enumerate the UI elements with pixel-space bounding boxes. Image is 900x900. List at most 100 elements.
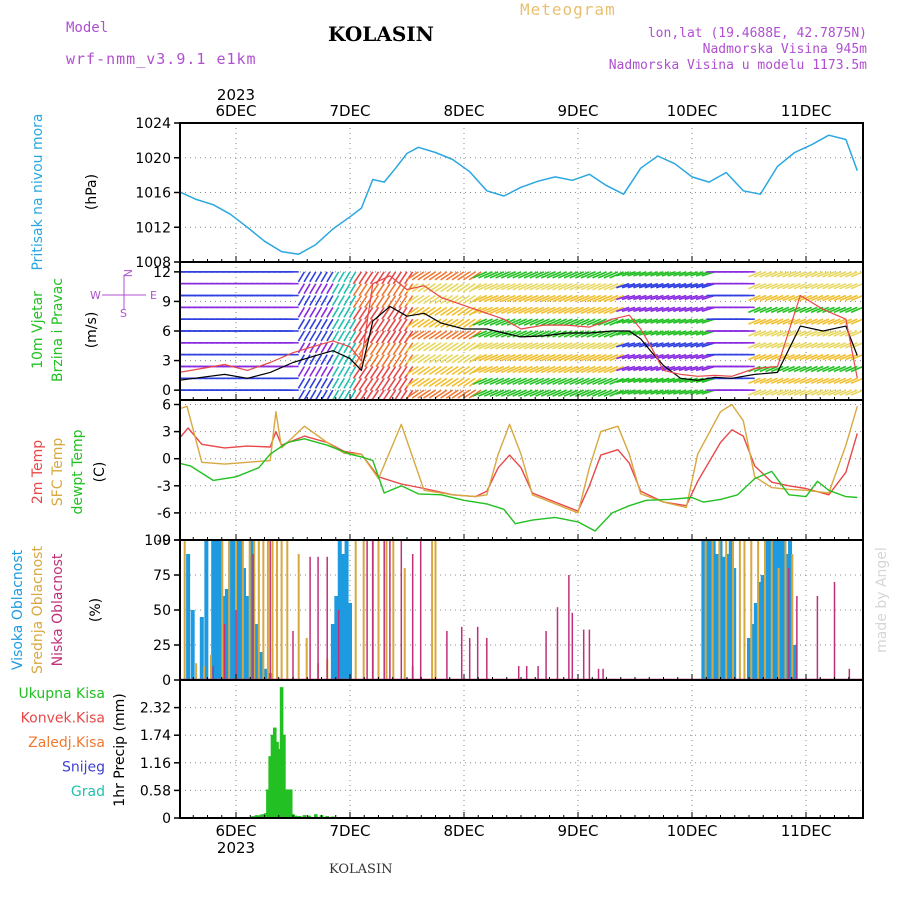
wind-arrow — [609, 294, 624, 303]
cloud-bar-low_cloud — [848, 668, 851, 680]
wind-arrow — [352, 330, 363, 344]
cloud-bar-low_cloud — [796, 596, 798, 680]
wind-arrow — [748, 377, 761, 385]
cloud-bar-high_cloud — [204, 540, 209, 680]
wind-arrow — [303, 271, 311, 283]
wind-arrow — [303, 306, 311, 318]
wind-arrow — [337, 271, 345, 283]
cloud-bar-high_cloud — [732, 568, 737, 680]
wind-arrow — [457, 306, 471, 317]
wind-arrow — [540, 282, 556, 291]
cloud-bar-low_cloud — [460, 626, 463, 680]
wind-arrow — [478, 353, 493, 362]
wind-arrow — [326, 354, 334, 366]
wind-arrow — [557, 365, 573, 374]
wind-arrow — [822, 294, 835, 302]
wind-arrow — [569, 353, 585, 362]
wind-arrow — [320, 342, 328, 354]
wind-arrow — [850, 342, 863, 349]
wind-arrow — [320, 389, 328, 400]
wind-arrow — [810, 353, 824, 361]
wind-arrow — [753, 282, 767, 290]
wind-arrow — [309, 318, 317, 330]
wind-arrow — [489, 389, 505, 397]
cloud-bar-high_cloud — [245, 596, 250, 680]
wind-arrow — [399, 389, 408, 400]
wind-arrow — [684, 306, 698, 313]
y-tick-label: 1.16 — [140, 756, 171, 772]
wind-arrow — [563, 342, 579, 350]
wind-arrow — [440, 306, 454, 317]
wind-arrow — [833, 389, 847, 396]
wind-arrow — [678, 389, 693, 395]
wind-arrow — [776, 318, 790, 325]
wind-arrow — [445, 318, 459, 328]
series-line-wind-gust — [180, 275, 858, 379]
wind-arrow — [616, 342, 630, 348]
wind-arrow — [592, 342, 607, 350]
wind-arrow — [331, 318, 340, 330]
wind-arrow — [850, 365, 863, 373]
wind-arrow — [805, 342, 818, 349]
wind-arrow — [793, 365, 807, 373]
cloud-bar-high_cloud — [186, 554, 191, 680]
wind-arrow — [655, 342, 670, 348]
wind-arrow — [489, 306, 505, 315]
wind-arrow — [343, 377, 351, 389]
wind-arrow — [805, 377, 818, 385]
wind-arrow — [827, 377, 841, 385]
cloud-bar-low_cloud — [372, 540, 374, 680]
wind-arrow — [661, 389, 676, 395]
wind-arrow — [597, 365, 613, 374]
wind-arrow — [381, 354, 391, 368]
wind-arrow — [810, 342, 824, 349]
cloud-bar-low_cloud — [446, 631, 448, 680]
wind-arrow — [793, 306, 807, 314]
wind-arrow — [770, 377, 784, 385]
wind-arrow — [495, 377, 510, 386]
wind-arrow — [592, 389, 607, 397]
wind-arrow — [417, 330, 431, 340]
wind-arrow — [411, 353, 425, 364]
wind-arrow — [462, 294, 476, 305]
wind-arrow — [597, 282, 613, 291]
cloud-bar-mid_cloud — [297, 554, 300, 680]
cloud-bar-low_cloud — [292, 631, 294, 680]
wind-arrow — [535, 389, 550, 397]
wind-arrow — [839, 294, 852, 302]
wind-arrow — [478, 282, 493, 291]
wind-arrow — [793, 271, 807, 278]
wind-arrow — [546, 330, 562, 338]
cloud-bar-mid_cloud — [777, 568, 780, 680]
wind-arrow — [633, 271, 647, 277]
wind-arrow — [563, 365, 579, 374]
wind-arrow — [621, 330, 636, 336]
wind-arrow — [349, 318, 357, 330]
wind-arrow — [678, 330, 693, 336]
wind-arrow — [805, 353, 818, 361]
wind-arrow — [392, 342, 402, 356]
wind-arrow — [434, 271, 448, 281]
wind-arrow — [765, 318, 778, 325]
wind-arrow — [343, 354, 351, 366]
wind-arrow — [314, 271, 323, 283]
wind-arrow — [638, 365, 653, 372]
wind-arrow — [506, 377, 522, 386]
wind-arrow — [805, 365, 818, 373]
wind-arrow — [417, 283, 431, 293]
wind-arrow — [451, 306, 465, 317]
wind-arrow — [529, 342, 545, 350]
wind-arrow — [765, 365, 778, 373]
wind-arrow — [782, 282, 795, 290]
cloud-bar-high_cloud — [337, 540, 342, 680]
wind-arrow — [844, 389, 858, 396]
cloud-bar-high_cloud — [792, 645, 797, 680]
wind-arrow — [489, 365, 505, 374]
wind-arrow — [535, 377, 550, 386]
wind-arrow — [428, 377, 442, 387]
wind-arrow — [495, 318, 510, 326]
wind-arrow — [326, 330, 334, 342]
wind-arrow — [445, 283, 459, 293]
wind-arrow — [489, 271, 505, 279]
wind-arrow — [540, 365, 556, 374]
